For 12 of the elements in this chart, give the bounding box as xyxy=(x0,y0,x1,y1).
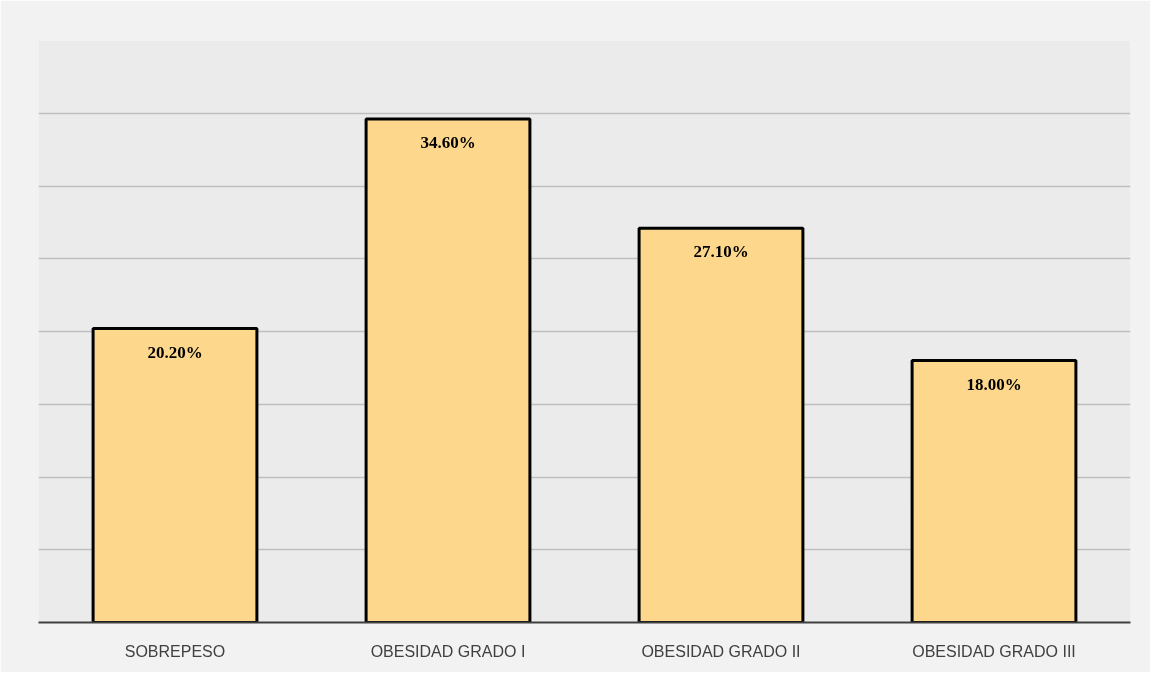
x-tick-label: OBESIDAD GRADO II xyxy=(641,642,801,660)
bar xyxy=(91,327,259,623)
data-label: 34.60% xyxy=(420,133,476,153)
bar xyxy=(637,226,805,623)
bar xyxy=(910,359,1078,623)
bar xyxy=(364,117,532,623)
data-label: 20.20% xyxy=(147,342,203,362)
x-tick-label: SOBREPESO xyxy=(124,642,226,660)
x-tick-label: OBESIDAD GRADO III xyxy=(912,642,1076,660)
data-label: 18.00% xyxy=(966,374,1022,394)
x-tick-label: OBESIDAD GRADO I xyxy=(370,642,526,660)
data-label: 27.10% xyxy=(693,242,749,262)
